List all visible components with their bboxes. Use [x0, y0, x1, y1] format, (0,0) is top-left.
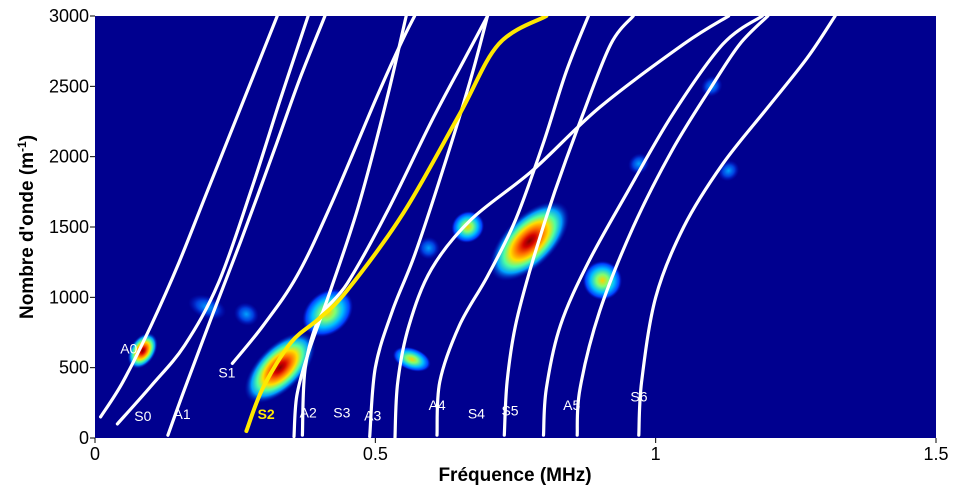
y-axis-ticks: 0 500 1000 1500 2000 2500 3000 — [49, 6, 95, 448]
mode-label-s0: S0 — [134, 408, 151, 424]
mode-labels: A0 S0 A1 S1 S2 A2 S3 A3 A4 S4 S5 A5 S6 — [120, 341, 648, 425]
y-tick-label: 1500 — [49, 217, 89, 237]
mode-label-a4: A4 — [429, 397, 446, 413]
y-tick-label: 0 — [79, 428, 89, 448]
mode-curve-a5 — [541, 16, 764, 437]
x-axis-title: Fréquence (MHz) — [438, 465, 591, 486]
mode-label-s4: S4 — [468, 405, 485, 421]
mode-label-a3: A3 — [364, 407, 381, 423]
mode-curve-s4 — [435, 16, 590, 437]
mode-label-s3: S3 — [333, 405, 350, 421]
y-axis-title-unit-exponent: -1 — [15, 141, 29, 152]
y-tick-label: 500 — [59, 358, 89, 378]
mode-curve-a3 — [368, 16, 490, 438]
x-tick-label: 1 — [651, 444, 661, 464]
mode-label-a0: A0 — [120, 341, 137, 357]
x-tick-label: 0.5 — [363, 444, 388, 464]
mode-curve-s2 — [244, 16, 549, 433]
heatmap-hotspot — [489, 201, 570, 281]
mode-curve-s0 — [115, 16, 310, 426]
mode-curve-s6 — [575, 16, 770, 437]
mode-curve — [637, 16, 837, 437]
mode-label-s1: S1 — [218, 365, 235, 381]
heatmap-hotspot — [417, 236, 440, 260]
y-axis-title-main: Nombre d'onde (m — [17, 152, 38, 319]
mode-label-s5: S5 — [501, 402, 518, 418]
mode-label-a2: A2 — [300, 405, 317, 421]
heatmap-hotspot — [234, 302, 259, 326]
mode-curve-s3 — [300, 16, 490, 437]
y-tick-label: 1000 — [49, 287, 89, 307]
mode-curve-s5 — [502, 16, 635, 437]
mode-curve-a4 — [393, 16, 731, 438]
x-tick-label: 1.5 — [923, 444, 948, 464]
x-tick-label: 0 — [90, 444, 100, 464]
mode-curves — [99, 16, 837, 438]
mode-curve-a2 — [292, 16, 408, 438]
y-axis-title: Nombre d'onde (m-1) — [15, 135, 38, 319]
y-tick-label: 2500 — [49, 76, 89, 96]
x-axis-ticks: 0 0.5 1 1.5 — [90, 438, 949, 464]
mode-label-a5: A5 — [563, 397, 580, 413]
y-tick-label: 2000 — [49, 147, 89, 167]
mode-label-a1: A1 — [173, 406, 190, 422]
mode-curve-a1 — [166, 16, 327, 437]
mode-label-s2: S2 — [258, 406, 275, 422]
heatmap-hotspot — [451, 211, 485, 243]
y-tick-label: 3000 — [49, 6, 89, 26]
mode-curve-a0 — [99, 16, 279, 419]
y-axis-title-close: ) — [17, 135, 38, 141]
mode-label-s6: S6 — [630, 388, 647, 404]
heatmap-hotspot — [582, 260, 623, 301]
heatmap-hotspot — [628, 153, 650, 175]
